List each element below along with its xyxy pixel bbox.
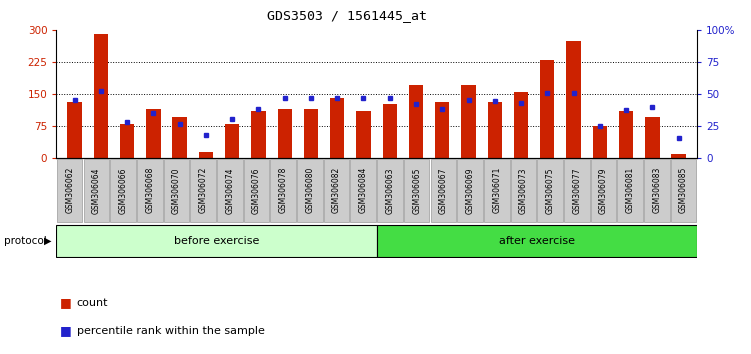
Bar bbox=[430, 159, 456, 222]
Bar bbox=[457, 159, 483, 222]
Text: percentile rank within the sample: percentile rank within the sample bbox=[77, 326, 264, 336]
Bar bbox=[217, 159, 243, 222]
Text: ■: ■ bbox=[60, 296, 72, 309]
Text: GSM306076: GSM306076 bbox=[252, 167, 261, 213]
Bar bbox=[514, 92, 528, 158]
Text: GSM306071: GSM306071 bbox=[492, 167, 501, 213]
Bar bbox=[137, 159, 162, 222]
Bar bbox=[173, 117, 187, 158]
Bar bbox=[644, 159, 670, 222]
Text: count: count bbox=[77, 298, 108, 308]
Bar bbox=[351, 159, 376, 222]
Bar bbox=[435, 102, 450, 158]
Bar bbox=[645, 117, 659, 158]
Text: ▶: ▶ bbox=[44, 236, 51, 246]
Text: GSM306072: GSM306072 bbox=[198, 167, 207, 213]
Bar bbox=[591, 159, 617, 222]
Bar bbox=[83, 159, 109, 222]
Text: GSM306075: GSM306075 bbox=[546, 167, 555, 213]
Bar bbox=[252, 111, 266, 158]
Text: GSM306067: GSM306067 bbox=[439, 167, 448, 213]
Bar bbox=[278, 109, 292, 158]
Text: GDS3503 / 1561445_at: GDS3503 / 1561445_at bbox=[267, 10, 427, 22]
Bar bbox=[671, 159, 696, 222]
Bar bbox=[110, 159, 136, 222]
Bar bbox=[146, 109, 161, 158]
Text: GSM306070: GSM306070 bbox=[172, 167, 181, 213]
Text: GSM306068: GSM306068 bbox=[145, 167, 154, 213]
Bar bbox=[537, 159, 563, 222]
Bar bbox=[190, 159, 216, 222]
Bar bbox=[511, 159, 536, 222]
Text: GSM306077: GSM306077 bbox=[572, 167, 581, 213]
Bar bbox=[303, 109, 318, 158]
Text: GSM306073: GSM306073 bbox=[519, 167, 528, 213]
Text: after exercise: after exercise bbox=[499, 236, 575, 246]
Text: GSM306062: GSM306062 bbox=[65, 167, 74, 213]
Bar bbox=[270, 159, 296, 222]
Bar bbox=[57, 159, 83, 222]
Bar bbox=[376, 225, 697, 257]
Bar bbox=[671, 154, 686, 158]
Text: GSM306080: GSM306080 bbox=[306, 167, 315, 213]
Bar bbox=[164, 159, 189, 222]
Bar bbox=[564, 159, 590, 222]
Bar bbox=[487, 102, 502, 158]
Text: GSM306069: GSM306069 bbox=[466, 167, 475, 213]
Text: GSM306078: GSM306078 bbox=[279, 167, 288, 213]
Text: GSM306065: GSM306065 bbox=[412, 167, 421, 213]
Bar bbox=[120, 124, 134, 158]
Bar bbox=[382, 104, 397, 158]
Bar bbox=[377, 159, 403, 222]
Text: GSM306063: GSM306063 bbox=[385, 167, 394, 213]
Text: GSM306074: GSM306074 bbox=[225, 167, 234, 213]
Bar bbox=[409, 85, 424, 158]
Bar bbox=[540, 60, 554, 158]
Text: GSM306079: GSM306079 bbox=[599, 167, 608, 213]
Text: GSM306066: GSM306066 bbox=[119, 167, 128, 213]
Bar bbox=[68, 102, 82, 158]
Text: GSM306083: GSM306083 bbox=[653, 167, 662, 213]
Text: GSM306064: GSM306064 bbox=[92, 167, 101, 213]
Text: GSM306084: GSM306084 bbox=[359, 167, 368, 213]
Bar bbox=[619, 111, 633, 158]
Bar bbox=[566, 41, 581, 158]
Bar bbox=[330, 98, 345, 158]
Bar bbox=[244, 159, 270, 222]
Bar bbox=[324, 159, 349, 222]
Bar bbox=[225, 124, 240, 158]
Text: GSM306081: GSM306081 bbox=[626, 167, 635, 213]
Bar bbox=[593, 126, 607, 158]
Bar bbox=[199, 153, 213, 158]
Text: GSM306082: GSM306082 bbox=[332, 167, 341, 213]
Bar bbox=[461, 85, 475, 158]
Bar bbox=[404, 159, 430, 222]
Bar bbox=[356, 111, 371, 158]
Bar bbox=[94, 34, 108, 158]
Bar bbox=[484, 159, 509, 222]
Text: protocol: protocol bbox=[4, 236, 47, 246]
Bar bbox=[56, 225, 376, 257]
Text: ■: ■ bbox=[60, 325, 72, 337]
Bar bbox=[617, 159, 643, 222]
Text: before exercise: before exercise bbox=[173, 236, 259, 246]
Text: GSM306085: GSM306085 bbox=[679, 167, 688, 213]
Bar bbox=[297, 159, 323, 222]
